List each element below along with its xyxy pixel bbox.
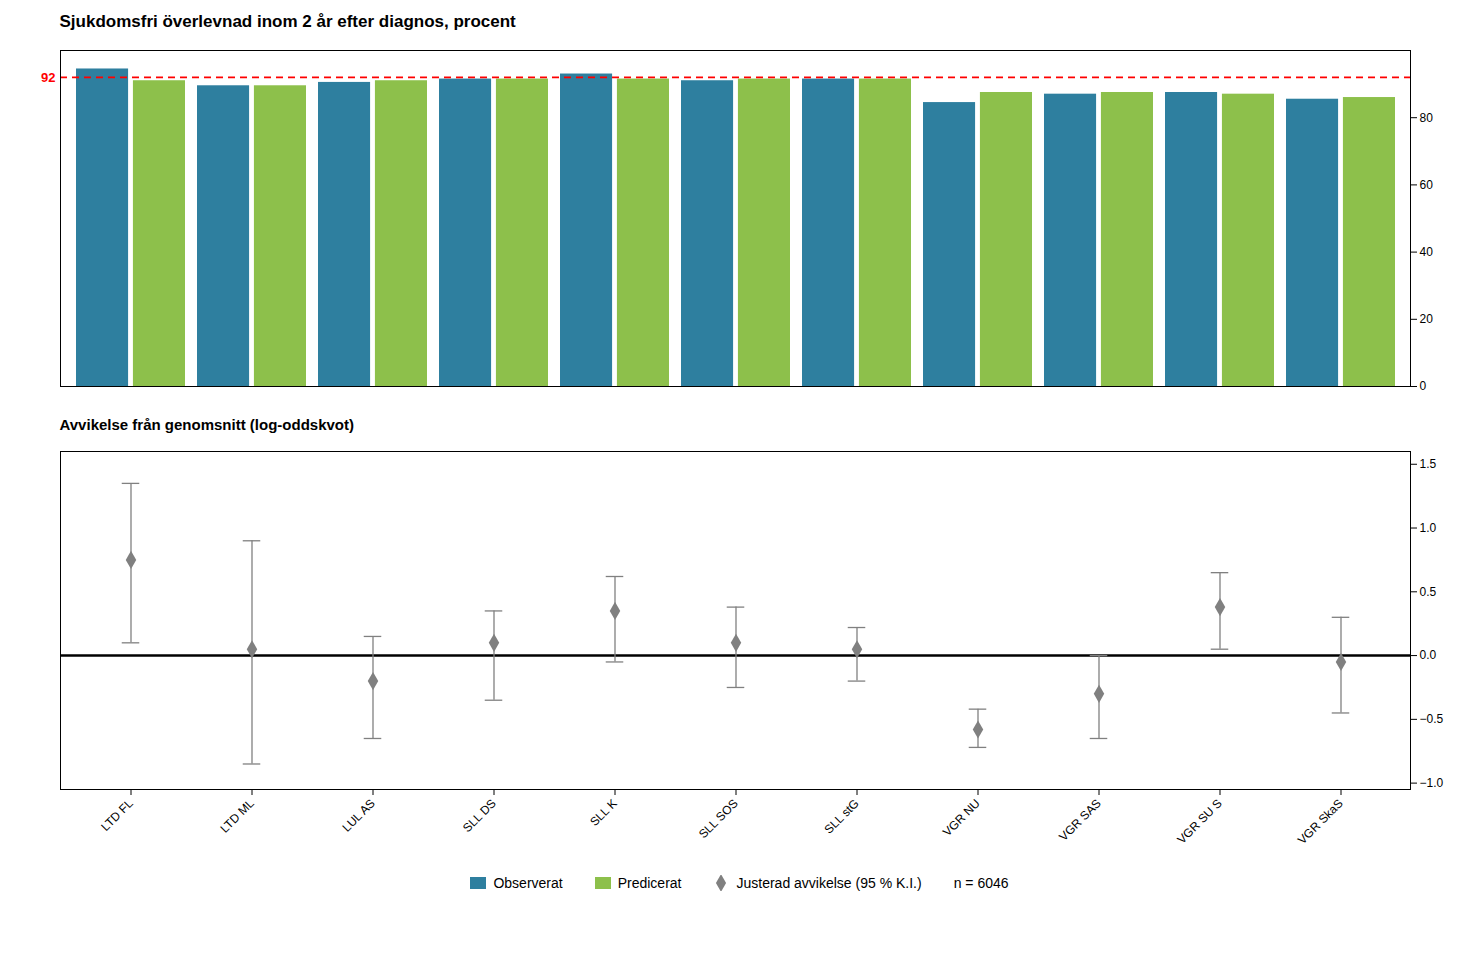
html-text:Avvikelse från genomsnitt (log: Avvikelse från genomsnitt (log-oddskvot) [59,416,354,433]
svg-text:VGR SAS: VGR SAS [1056,796,1104,844]
svg-text:SLL K: SLL K [587,796,620,829]
svg-text:SLL stG: SLL stG [821,796,861,836]
svg-text:80: 80 [1419,111,1433,125]
svg-text:VGR NU: VGR NU [939,796,982,839]
svg-text:VGR SkaS: VGR SkaS [1294,796,1345,847]
svg-text:0: 0 [1419,379,1426,393]
svg-text:−0.5: −0.5 [1419,712,1443,726]
svg-text:40: 40 [1419,245,1433,259]
svg-text:SLL DS: SLL DS [460,796,499,835]
html-text:Sjukdomsfri överlevnad inom 2: Sjukdomsfri överlevnad inom 2 år efter d… [59,12,516,31]
svg-text:VGR SU S: VGR SU S [1174,796,1224,846]
svg-text:LTD FL: LTD FL [98,796,136,834]
svg-text:−1.0: −1.0 [1419,776,1443,790]
html-text:Observerat: Observerat [493,875,563,891]
svg-text:LTD ML: LTD ML [217,796,257,836]
svg-text:1.5: 1.5 [1419,457,1436,471]
svg-text:SLL SOS: SLL SOS [695,796,740,841]
svg-text:60: 60 [1419,178,1433,192]
html-text:Justerad avvikelse (95 % K.I.): Justerad avvikelse (95 % K.I.) [736,875,922,891]
html-text:Predicerat: Predicerat [617,875,682,891]
svg-text:1.0: 1.0 [1419,521,1436,535]
svg-text:20: 20 [1419,312,1433,326]
svg-text:92: 92 [41,70,55,85]
svg-text:0.5: 0.5 [1419,585,1436,599]
svg-text:LUL AS: LUL AS [339,796,377,834]
svg-text:0.0: 0.0 [1419,648,1436,662]
html-text:n = 6046: n = 6046 [953,875,1009,891]
